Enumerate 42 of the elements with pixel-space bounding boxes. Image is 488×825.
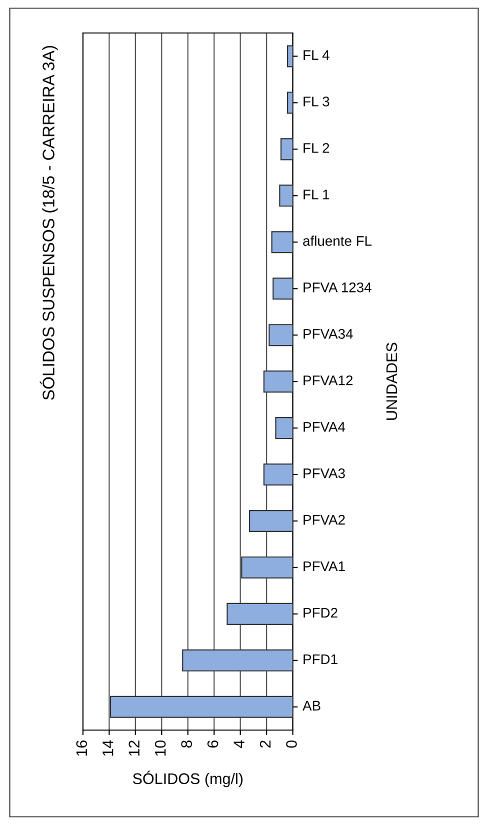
bar — [110, 696, 293, 718]
bar — [248, 510, 293, 532]
bar — [263, 370, 293, 393]
y-tick-label: PFVA2 — [304, 514, 345, 525]
y-tick-label: AB — [302, 700, 320, 710]
text: SÓLIDOS SUSPENSOS (18/5 - CARREIRA 3A) — [40, 46, 58, 400]
bar — [280, 138, 293, 160]
bar — [226, 602, 293, 625]
bar — [272, 278, 293, 300]
y-tick-label: PFD1 — [304, 654, 338, 664]
y-tick-label: PFD2 — [304, 608, 338, 618]
y-axis-title: UNIDADES — [386, 342, 398, 420]
bar — [271, 231, 293, 254]
bar — [275, 417, 293, 440]
y-tick-label: PFVA 1234 — [304, 282, 372, 292]
x-tick-label: 4 — [234, 740, 244, 748]
bar — [241, 556, 293, 578]
bar — [268, 324, 293, 346]
x-tick-label: 10 — [154, 740, 166, 756]
x-axis-title: SÓLIDOS (mg/l) — [132, 770, 243, 788]
bar — [287, 45, 293, 68]
x-tick-label: 16 — [76, 740, 88, 756]
bar — [287, 92, 293, 114]
bar — [279, 184, 293, 207]
x-tick-label: 0 — [286, 740, 297, 748]
y-tick-label: afluente FL — [303, 236, 372, 246]
x-tick-label: 2 — [260, 740, 271, 748]
y-tick-label: PFVA3 — [304, 468, 345, 478]
bar — [182, 649, 293, 672]
x-tick-label: 6 — [207, 740, 218, 748]
x-tick-label: 14 — [102, 740, 114, 756]
y-tick-label: FL 4 — [304, 50, 330, 60]
y-tick-label: PFVA34 — [304, 328, 353, 339]
y-tick-label: PFVA12 — [304, 375, 353, 386]
y-tick-label: FL 2 — [304, 143, 330, 153]
bar — [263, 464, 293, 486]
y-tick-label: PFVA4 — [304, 422, 346, 432]
y-tick-label: FL 3 — [304, 96, 330, 106]
y-tick-label: PFVA1 — [304, 562, 345, 572]
x-tick-label: 12 — [128, 740, 140, 756]
y-tick-label: FL 1 — [304, 190, 330, 200]
x-tick-label: 8 — [181, 740, 192, 748]
